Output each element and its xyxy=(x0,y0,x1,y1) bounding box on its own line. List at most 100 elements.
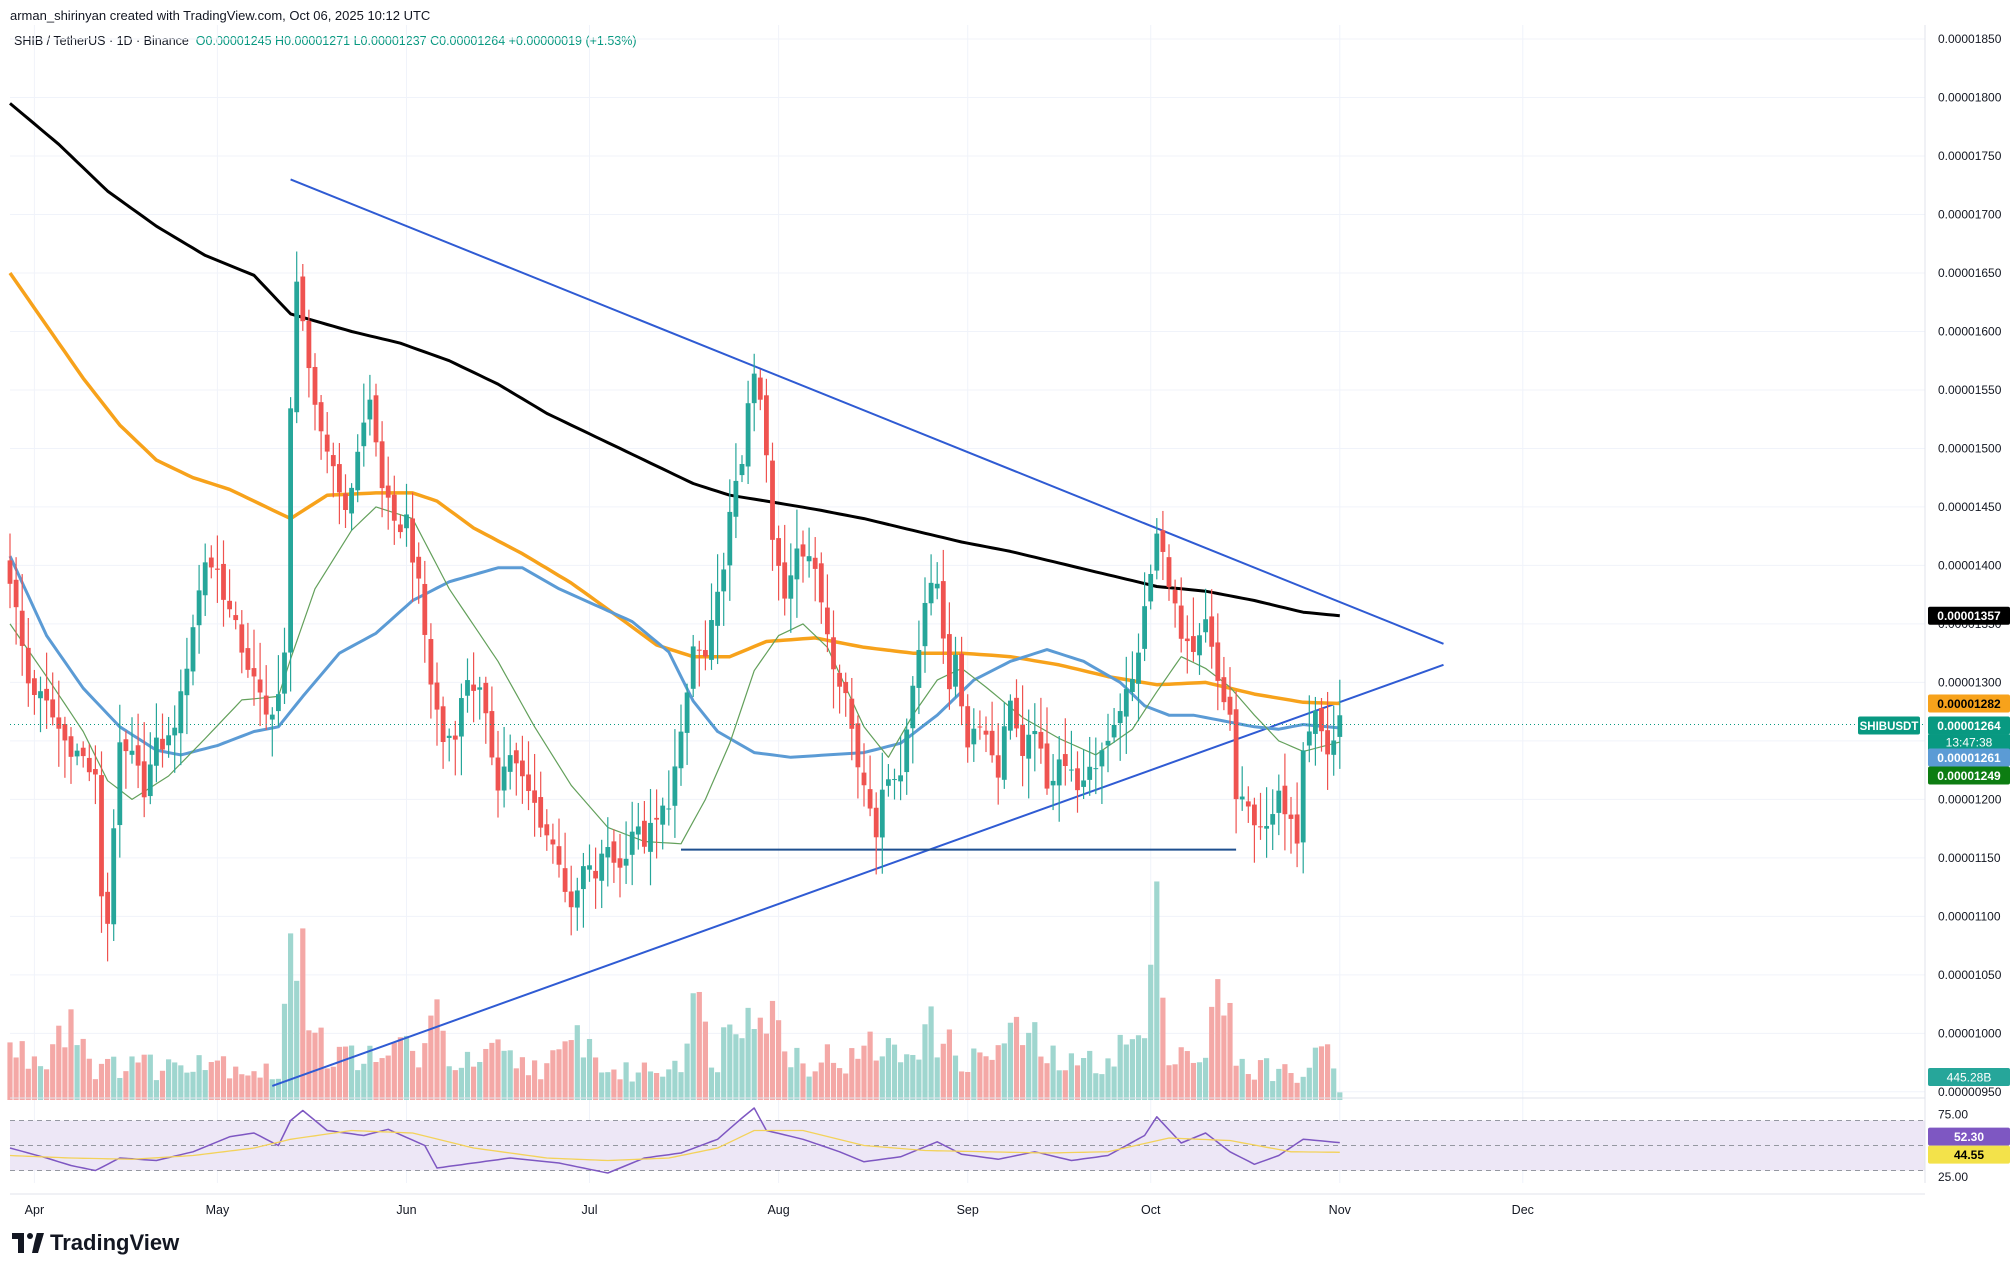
candle-body xyxy=(1117,711,1123,724)
candle-body xyxy=(337,464,342,493)
volume-bar xyxy=(1154,881,1160,1100)
volume-bar xyxy=(1044,1063,1050,1100)
countdown-label: 13:47:38 xyxy=(1946,736,1993,750)
candle-body xyxy=(538,797,544,828)
symbol-tag-bg xyxy=(1858,716,1920,735)
volume-bar xyxy=(885,1038,891,1100)
candle-body xyxy=(727,511,733,566)
volume-bar xyxy=(147,1054,153,1100)
candle-body xyxy=(1184,638,1190,642)
candle-body xyxy=(416,556,422,579)
volume-bar xyxy=(263,1063,269,1100)
volume-bar xyxy=(599,1072,605,1100)
volume-bar xyxy=(440,1030,446,1100)
volume-bar xyxy=(428,1015,434,1100)
volume-bar xyxy=(458,1067,464,1100)
price-badges: 0.000013570.000012820.0000126413:47:380.… xyxy=(1858,606,2010,1164)
volume-bar xyxy=(385,1055,391,1100)
volume-bar xyxy=(56,1025,62,1100)
candle-body xyxy=(1282,785,1288,815)
tradingview-logo-icon xyxy=(12,1233,44,1253)
volume-bar xyxy=(910,1054,916,1100)
candle-body xyxy=(227,600,232,610)
volume-bar xyxy=(1020,1045,1026,1100)
candle-body xyxy=(690,646,696,689)
candle-body xyxy=(1172,590,1178,604)
candle-body xyxy=(953,654,958,687)
volume-bar xyxy=(44,1069,50,1100)
candle-body xyxy=(1313,710,1318,734)
candle-body xyxy=(398,524,403,533)
volume-bar xyxy=(1050,1045,1056,1100)
volume-bar xyxy=(989,1059,995,1100)
volume-bar xyxy=(1013,1016,1020,1100)
volume-bar xyxy=(1306,1067,1312,1100)
symbol-tag: SHIBUSDT xyxy=(1860,721,1919,733)
volume-bar xyxy=(1099,1074,1105,1100)
volume-bar xyxy=(818,1062,824,1100)
volume-bar xyxy=(1056,1070,1062,1100)
price-chart[interactable]: 0.00001850 0.00001800 0.00001750 0.00001700… xyxy=(0,0,2014,1220)
candle-body xyxy=(1294,814,1300,844)
volume-bar xyxy=(245,1075,251,1100)
candle-body xyxy=(324,434,330,452)
candle-body xyxy=(568,891,574,908)
volume-bar xyxy=(1148,964,1154,1100)
volume-bar xyxy=(379,1058,385,1100)
candle-body xyxy=(635,826,641,835)
price-tick-label: 0.00001150 xyxy=(1938,851,2001,865)
symbol-legend[interactable]: SHIB / TetherUS · 1D · Binance O0.000012… xyxy=(14,34,637,48)
volume-bar xyxy=(312,1032,318,1100)
candle-body xyxy=(123,739,129,752)
symbol-line[interactable]: SHIB / TetherUS · 1D · Binance xyxy=(14,34,189,48)
candle-body xyxy=(660,805,666,825)
volume-bar xyxy=(1111,1066,1117,1100)
candle-body xyxy=(1239,796,1245,800)
volume-bar xyxy=(1288,1073,1294,1100)
candle-body xyxy=(745,403,751,467)
volume-bar xyxy=(806,1076,812,1100)
candle-body xyxy=(501,766,507,791)
candle-body xyxy=(1056,759,1062,786)
volume-bar xyxy=(568,1040,574,1100)
candle-body xyxy=(135,745,141,766)
price-badge-bg xyxy=(1928,716,2010,735)
price-badge: 0.00001249 xyxy=(1937,769,2001,783)
price-badge-bg xyxy=(1928,748,2010,767)
rsi-panel xyxy=(9,1097,1925,1174)
price-tick-label: 0.00001600 xyxy=(1938,324,2002,338)
volume-bar xyxy=(623,1062,629,1100)
volume-bar xyxy=(763,1033,769,1100)
candle-body xyxy=(1288,814,1294,819)
volume-bar xyxy=(300,928,306,1100)
candle-body xyxy=(1130,678,1135,692)
candle-body xyxy=(330,455,336,467)
price-badge-bg xyxy=(1928,694,2010,713)
candle-body xyxy=(1319,708,1324,732)
candle-body xyxy=(1221,677,1227,703)
candle-body xyxy=(105,891,110,924)
tradingview-logo[interactable]: TradingView xyxy=(12,1230,179,1256)
volume-bar xyxy=(525,1075,532,1100)
volume-bar xyxy=(1026,1032,1032,1100)
volume-bar xyxy=(410,1050,416,1100)
volume-bar xyxy=(281,1003,288,1100)
volume-bar xyxy=(19,1041,25,1100)
candle-body xyxy=(831,637,836,670)
price-tick-label: 0.00001100 xyxy=(1938,909,2001,923)
candle-body xyxy=(489,711,495,758)
volume-bar xyxy=(464,1051,471,1100)
volume-bar xyxy=(117,1077,123,1100)
candle-body xyxy=(1093,768,1099,770)
volume-bar xyxy=(275,1078,281,1100)
candle-body xyxy=(99,775,104,897)
volume-bar xyxy=(251,1071,257,1100)
volume-bar xyxy=(220,1056,227,1100)
candle-body xyxy=(1166,557,1172,588)
candle-body xyxy=(7,560,13,584)
price-badge: 0.00001282 xyxy=(1937,697,2001,711)
volume-bar xyxy=(824,1044,830,1100)
time-tick-label: Oct xyxy=(1141,1203,1161,1217)
candle-body xyxy=(434,682,440,710)
candle-body xyxy=(825,607,830,635)
